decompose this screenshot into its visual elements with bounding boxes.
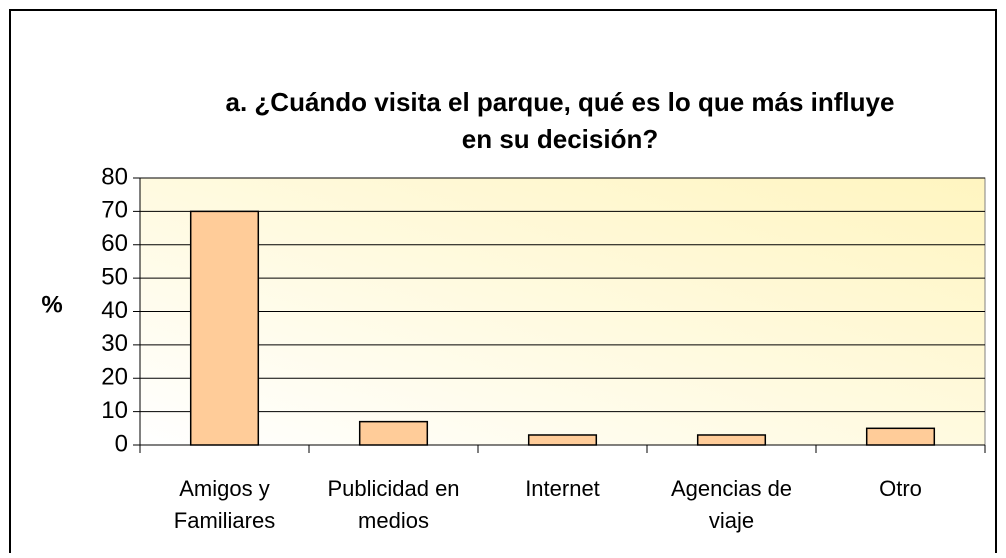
- bar: [527, 434, 598, 446]
- x-tick-label: Publicidad en medios: [327, 476, 459, 533]
- y-tick-label: 0: [115, 430, 128, 457]
- y-tick-label: 50: [101, 263, 128, 290]
- x-tick-label: Internet: [525, 476, 600, 501]
- bar: [696, 434, 767, 446]
- y-tick-label: 20: [101, 364, 128, 391]
- y-tick-label: 10: [101, 397, 128, 424]
- y-tick-label: 80: [101, 163, 128, 190]
- y-tick-label: 60: [101, 230, 128, 257]
- y-tick-label: 30: [101, 330, 128, 357]
- x-tick-label: Agencias de viaje: [671, 476, 792, 533]
- bar: [865, 427, 936, 446]
- y-tick-label: 40: [101, 297, 128, 324]
- y-axis-label: %: [41, 291, 62, 318]
- x-tick-label: Amigos y Familiares: [174, 476, 275, 533]
- y-tick-label: 70: [101, 197, 128, 224]
- bar: [189, 210, 260, 446]
- bar: [358, 420, 429, 446]
- x-tick-label: Otro: [879, 476, 922, 501]
- chart-title: en su decisión?: [462, 124, 659, 154]
- chart-title: a. ¿Cuándo visita el parque, qué es lo q…: [226, 87, 895, 117]
